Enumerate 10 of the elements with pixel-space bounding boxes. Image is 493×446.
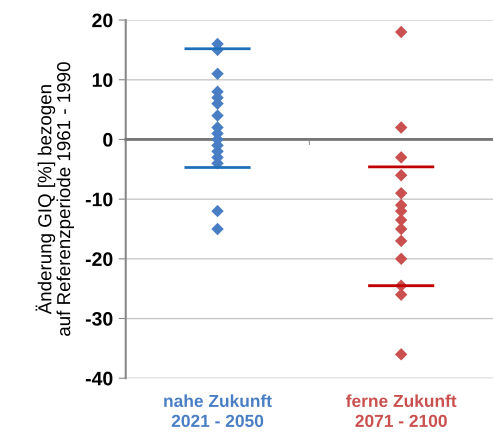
x-tick-label: nahe Zukunft 2021 - 2050 bbox=[164, 394, 272, 428]
y-axis-title: Änderung GIQ [%] bezogen auf Referenzperiode 1961 - 1990 bbox=[36, 62, 74, 336]
y-tick-label: -40 bbox=[86, 372, 112, 386]
y-tick-label: -20 bbox=[86, 252, 112, 266]
y-tick-label: 10 bbox=[92, 73, 112, 87]
y-tick-label: -30 bbox=[86, 312, 112, 326]
x-tick-label: ferne Zukunft 2071 - 2100 bbox=[346, 394, 456, 428]
y-tick-label: -10 bbox=[86, 192, 112, 206]
y-tick-label: 0 bbox=[103, 132, 112, 147]
y-tick-label: 20 bbox=[92, 14, 112, 28]
